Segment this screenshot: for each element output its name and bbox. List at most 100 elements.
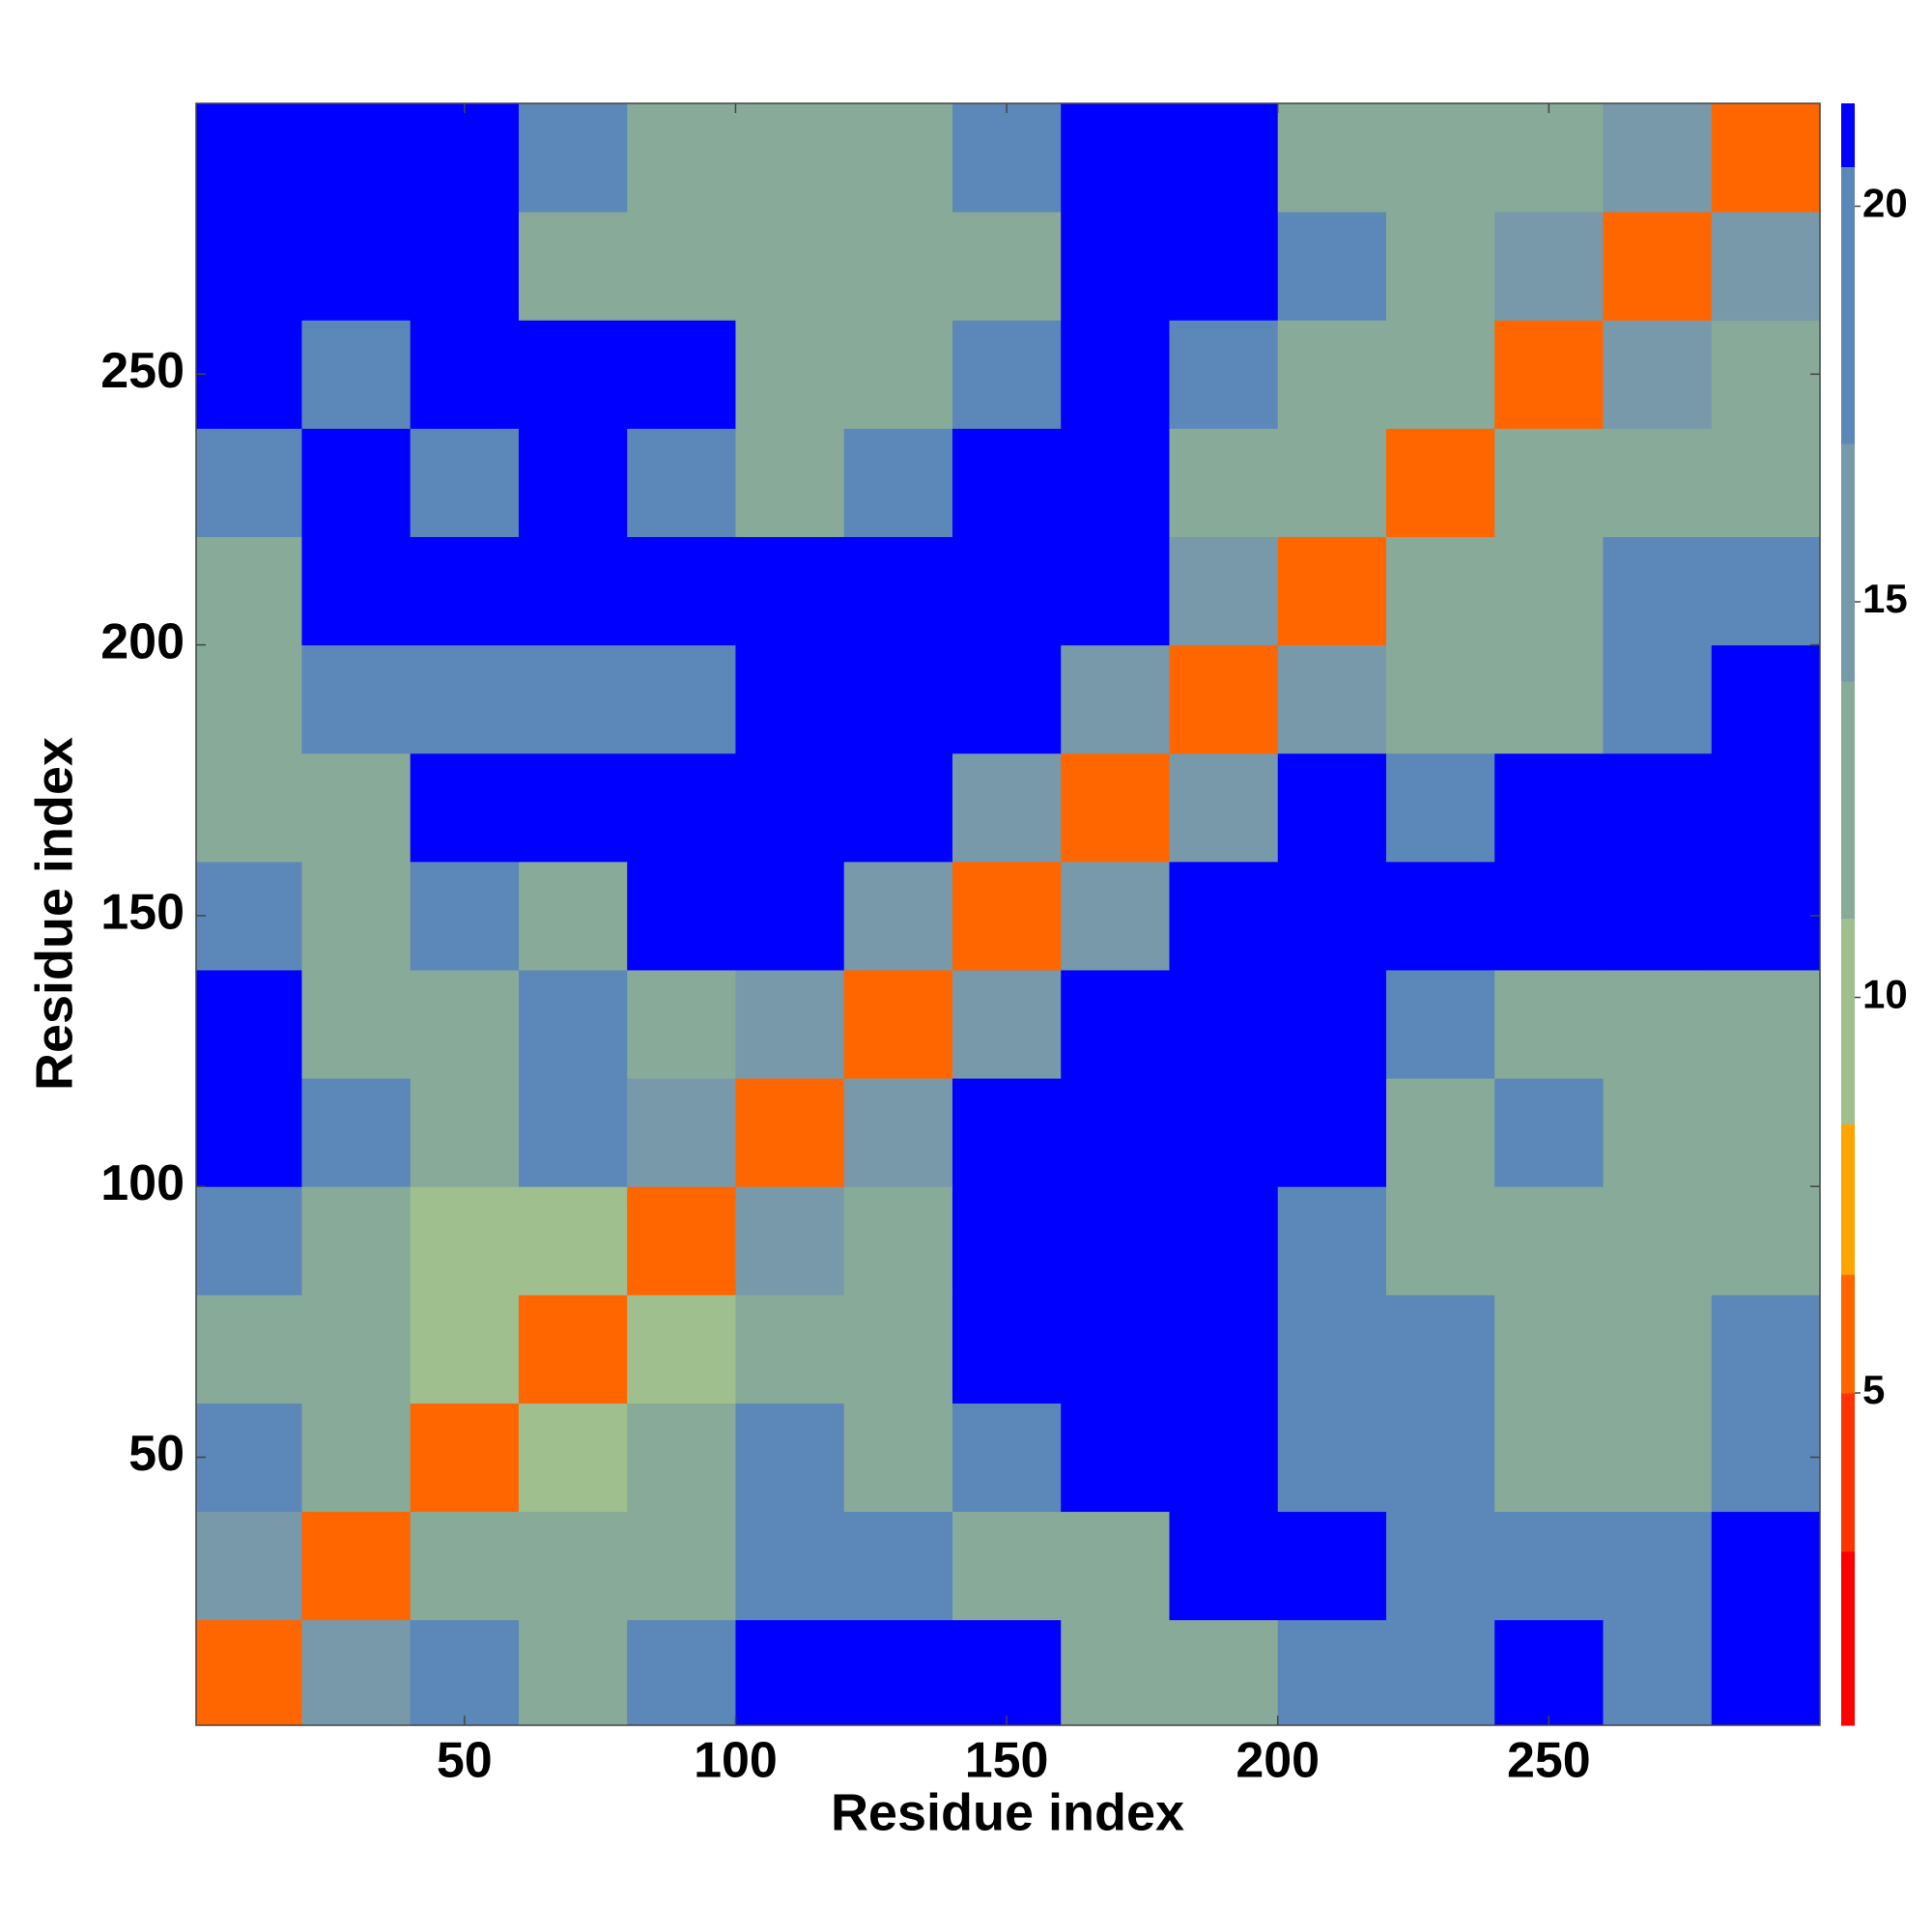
plot-frame (195, 102, 1821, 1726)
heatmap-cell (1385, 536, 1495, 646)
heatmap-cell (1169, 861, 1279, 971)
heatmap-cell (518, 753, 628, 863)
heatmap-cell (843, 1403, 953, 1513)
heatmap-cell (843, 644, 953, 754)
heatmap-cell (735, 753, 845, 863)
heatmap-cell (1711, 1619, 1821, 1726)
heatmap-cell (735, 212, 845, 321)
heatmap-cell (1061, 428, 1170, 537)
heatmap-cell (1494, 1294, 1604, 1404)
heatmap-cell (518, 1403, 628, 1513)
heatmap-cell (735, 1078, 845, 1187)
heatmap-cell (1169, 1186, 1279, 1295)
heatmap-cell (518, 536, 628, 646)
x-tick-label: 100 (694, 1733, 778, 1789)
heatmap-cell (1277, 861, 1387, 971)
heatmap-cell (1603, 428, 1713, 537)
heatmap-cell (843, 428, 953, 537)
heatmap-cell (1494, 1511, 1604, 1621)
heatmap-cell (952, 1403, 1062, 1513)
heatmap-cell (1169, 1511, 1279, 1621)
heatmap-cell (627, 320, 736, 429)
heatmap-cell (627, 536, 736, 646)
heatmap-cell (1277, 1403, 1387, 1513)
heatmap-cell (627, 1403, 736, 1513)
heatmap-cell (301, 644, 412, 754)
heatmap-cell (1711, 212, 1821, 321)
heatmap-cell (1711, 103, 1821, 213)
heatmap-cell (1711, 536, 1821, 646)
heatmap-cell (1169, 1403, 1279, 1513)
y-tick-label: 50 (128, 1426, 185, 1482)
heatmap-cell (1603, 969, 1713, 1079)
heatmap-cell (1494, 320, 1604, 429)
heatmap-cell (518, 969, 628, 1079)
heatmap-cell (1061, 1186, 1170, 1295)
heatmap-cell (1277, 428, 1387, 537)
heatmap-cell (1711, 1186, 1821, 1295)
heatmap-cell (1494, 861, 1604, 971)
colorbar-segment (1841, 918, 1855, 1125)
heatmap-cell (301, 1186, 412, 1295)
heatmap-cell (735, 861, 845, 971)
heatmap-cell (1603, 1619, 1713, 1726)
heatmap-cell (301, 536, 412, 646)
heatmap-cell (1711, 1294, 1821, 1404)
heatmap-cell (196, 969, 302, 1079)
heatmap-cell (952, 1294, 1062, 1404)
heatmap-cell (1603, 1078, 1713, 1187)
heatmap-cell (735, 428, 845, 537)
heatmap-cell (410, 1078, 520, 1187)
heatmap-cell (627, 861, 736, 971)
heatmap-cell (410, 320, 520, 429)
heatmap-cell (1061, 1294, 1170, 1404)
heatmap-cell (952, 861, 1062, 971)
heatmap-cell (1061, 861, 1170, 971)
heatmap-cell (627, 753, 736, 863)
heatmap-cell (518, 103, 628, 213)
heatmap-cell (196, 1403, 302, 1513)
heatmap-cell (1603, 320, 1713, 429)
heatmap-cell (1711, 1403, 1821, 1513)
heatmap-cell (196, 753, 302, 863)
heatmap-cell (843, 212, 953, 321)
heatmap-cell (1494, 1078, 1604, 1187)
heatmap-cell (1061, 1511, 1170, 1621)
heatmap-cell (1277, 1186, 1387, 1295)
heatmap-cell (843, 103, 953, 213)
heatmap-cell (1494, 1186, 1604, 1295)
x-tick-label: 50 (437, 1733, 493, 1789)
heatmap-cell (1603, 1294, 1713, 1404)
heatmap-cell (1277, 1619, 1387, 1726)
heatmap-cell (410, 753, 520, 863)
heatmap-cell (627, 969, 736, 1079)
y-tick-label: 150 (100, 885, 185, 941)
heatmap-cell (952, 103, 1062, 213)
heatmap-cell (952, 1186, 1062, 1295)
heatmap-cell (843, 1619, 953, 1726)
heatmap-cell (627, 644, 736, 754)
heatmap-cell (1277, 753, 1387, 863)
colorbar-segment (1841, 1274, 1855, 1394)
heatmap-cell (301, 969, 412, 1079)
heatmap-cell (1169, 753, 1279, 863)
heatmap-cell (196, 320, 302, 429)
heatmap-cell (952, 1511, 1062, 1621)
heatmap-cell (1603, 1511, 1713, 1621)
heatmap-cell (1494, 536, 1604, 646)
heatmap-cell (1169, 1294, 1279, 1404)
x-tick-label: 150 (965, 1733, 1049, 1789)
heatmap-cell (1277, 536, 1387, 646)
heatmap-cell (301, 1511, 412, 1621)
heatmap-cell (410, 644, 520, 754)
heatmap-cell (1169, 103, 1279, 213)
heatmap-cell (301, 753, 412, 863)
heatmap-cell (1385, 969, 1495, 1079)
heatmap-cell (1061, 969, 1170, 1079)
heatmap-cell (1169, 1619, 1279, 1726)
colorbar-tick-label: 5 (1862, 1367, 1885, 1412)
heatmap-cell (1494, 644, 1604, 754)
heatmap-cell (1603, 103, 1713, 213)
heatmap-cell (518, 320, 628, 429)
heatmap-cell (1169, 536, 1279, 646)
